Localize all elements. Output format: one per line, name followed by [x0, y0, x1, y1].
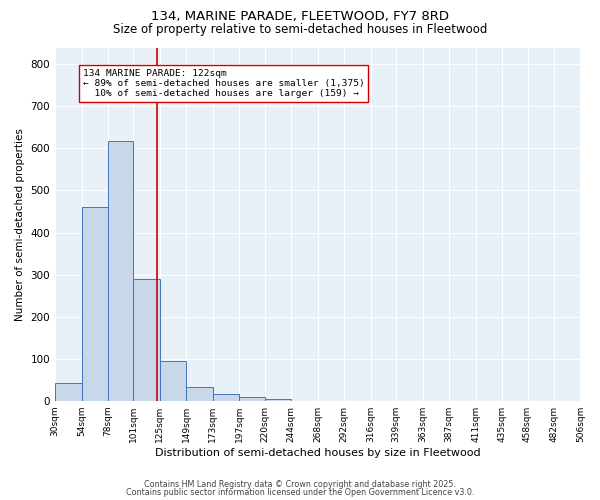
Text: Contains HM Land Registry data © Crown copyright and database right 2025.: Contains HM Land Registry data © Crown c…: [144, 480, 456, 489]
Text: Size of property relative to semi-detached houses in Fleetwood: Size of property relative to semi-detach…: [113, 22, 487, 36]
Text: 134 MARINE PARADE: 122sqm
← 89% of semi-detached houses are smaller (1,375)
  10: 134 MARINE PARADE: 122sqm ← 89% of semi-…: [83, 68, 364, 98]
Bar: [133, 279, 160, 400]
Bar: [55, 383, 82, 400]
Bar: [187, 387, 213, 400]
Text: 134, MARINE PARADE, FLEETWOOD, FY7 8RD: 134, MARINE PARADE, FLEETWOOD, FY7 8RD: [151, 10, 449, 23]
Bar: [160, 361, 187, 401]
Bar: [265, 398, 291, 400]
Bar: [82, 208, 108, 400]
X-axis label: Distribution of semi-detached houses by size in Fleetwood: Distribution of semi-detached houses by …: [155, 448, 481, 458]
Bar: [213, 394, 239, 400]
Text: Contains public sector information licensed under the Open Government Licence v3: Contains public sector information licen…: [126, 488, 474, 497]
Bar: [239, 398, 265, 400]
Bar: [108, 142, 133, 400]
Y-axis label: Number of semi-detached properties: Number of semi-detached properties: [15, 128, 25, 320]
